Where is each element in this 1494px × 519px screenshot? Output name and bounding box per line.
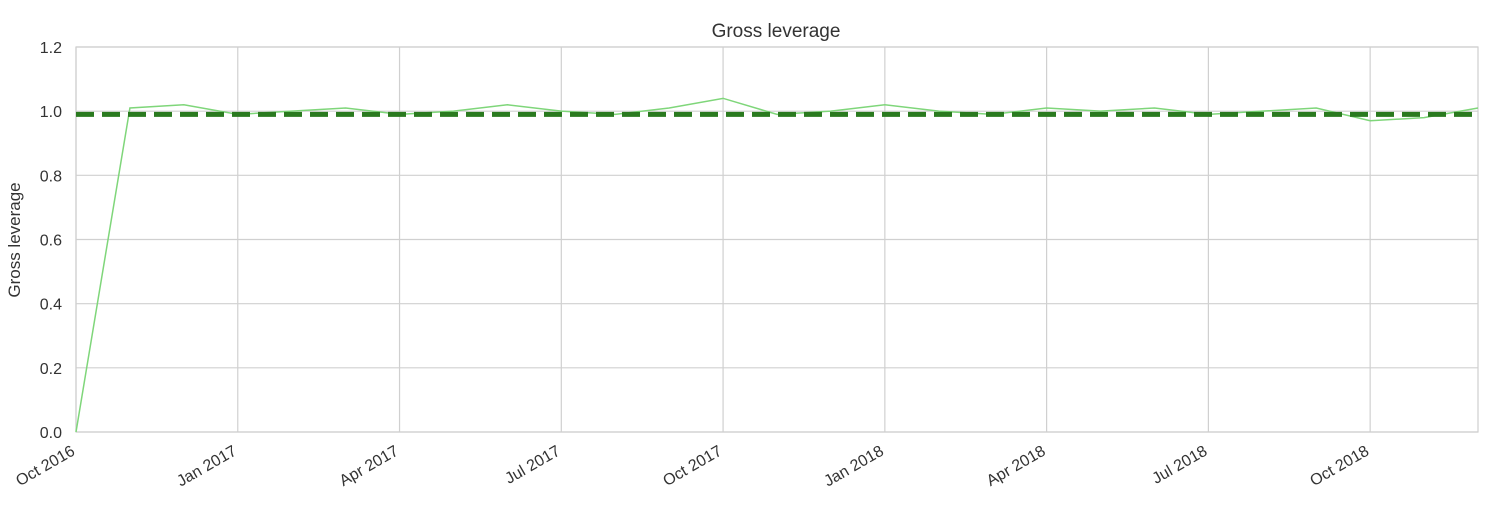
x-tick-label: Apr 2018: [984, 443, 1049, 490]
x-tick-label: Jan 2017: [174, 443, 240, 491]
x-tick-label: Jan 2018: [821, 443, 887, 491]
x-tick-label: Jul 2017: [502, 443, 563, 488]
x-tick-label: Apr 2017: [337, 443, 402, 490]
chart-title: Gross leverage: [712, 21, 841, 42]
y-tick-label: 0.4: [40, 297, 62, 314]
y-tick-label: 0.2: [40, 361, 62, 378]
leverage-line: [75, 97, 1479, 433]
y-tick-label: 0.0: [40, 425, 62, 442]
x-tick-label: Oct 2018: [1307, 443, 1372, 490]
y-axis-label: Gross leverage: [5, 182, 24, 297]
x-tick-label: Oct 2016: [13, 443, 78, 490]
y-tick-label: 0.6: [40, 233, 62, 250]
x-tick-label: Jul 2018: [1149, 443, 1210, 488]
x-tick-label: Oct 2017: [660, 443, 725, 490]
plot-frame: [75, 46, 1479, 433]
y-tick-label: 0.8: [40, 168, 62, 185]
y-tick-label: 1.2: [40, 40, 62, 57]
y-tick-label: 1.0: [40, 104, 62, 121]
